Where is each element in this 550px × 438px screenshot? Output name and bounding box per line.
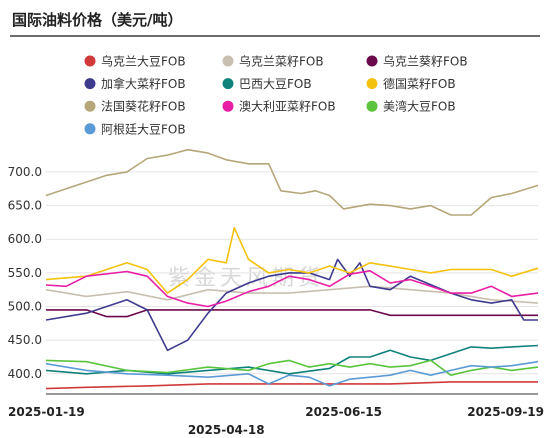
series-line — [45, 269, 539, 308]
legend-label: 阿根廷大豆FOB — [101, 122, 186, 136]
legend-label: 乌克兰菜籽FOB — [239, 54, 324, 69]
legend-item[interactable]: 巴西大豆FOB — [222, 77, 312, 91]
legend-item[interactable]: 法国葵花籽FOB — [84, 99, 186, 114]
y-axis: 400.0 450.0 500.0 550.0 600.0 650.0 700.0 — [8, 165, 42, 381]
legend-label: 加拿大菜籽FOB — [101, 76, 186, 91]
legend-item[interactable]: 加拿大菜籽FOB — [84, 76, 186, 91]
series-line — [45, 148, 539, 216]
y-tick-label: 600.0 — [8, 232, 42, 246]
legend-item[interactable]: 美湾大豆FOB — [366, 99, 456, 114]
legend-item[interactable]: 乌克兰大豆FOB — [84, 54, 186, 69]
legend-label: 乌克兰葵籽FOB — [383, 54, 468, 69]
y-tick-label: 550.0 — [8, 266, 42, 280]
legend-label: 法国葵花籽FOB — [101, 99, 186, 114]
legend-label: 美湾大豆FOB — [383, 99, 456, 114]
legend: 乌克兰大豆FOB 乌克兰菜籽FOB 乌克兰葵籽FOB 加拿大菜籽FOB 巴西大豆FOB 德… — [84, 54, 468, 136]
series-line — [45, 381, 538, 390]
legend-marker — [84, 55, 96, 67]
x-axis: 2025-01-19 2025-04-18 2025-06-15 2025-09-19 — [8, 405, 544, 437]
legend-marker — [84, 123, 96, 135]
y-tick-label: 650.0 — [8, 199, 42, 213]
legend-marker — [222, 100, 234, 112]
x-tick-label: 2025-01-19 — [8, 405, 85, 419]
legend-label: 乌克兰大豆FOB — [101, 54, 186, 69]
y-tick-label: 700.0 — [8, 165, 42, 179]
series-line — [45, 227, 539, 294]
series-line — [46, 309, 538, 318]
x-tick-label: 2025-04-18 — [188, 423, 265, 437]
series-line — [45, 344, 539, 375]
legend-item[interactable]: 澳大利亚菜籽FOB — [222, 100, 336, 114]
legend-label: 巴西大豆FOB — [239, 77, 312, 91]
y-tick-label: 400.0 — [8, 367, 42, 381]
x-tick-label: 2025-09-19 — [467, 405, 544, 419]
legend-marker — [84, 100, 96, 112]
legend-label: 德国菜籽FOB — [383, 76, 456, 91]
legend-item[interactable]: 乌克兰葵籽FOB — [366, 54, 468, 69]
series-line — [45, 360, 539, 387]
legend-item[interactable]: 乌克兰菜籽FOB — [222, 54, 324, 69]
legend-marker — [222, 78, 234, 90]
x-tick-label: 2025-06-15 — [305, 405, 382, 419]
y-tick-label: 450.0 — [8, 333, 42, 347]
legend-marker — [366, 100, 378, 112]
legend-marker — [84, 78, 96, 90]
legend-item[interactable]: 阿根廷大豆FOB — [84, 122, 186, 136]
chart-title: 国际油料价格（美元/吨） — [12, 11, 182, 29]
series-line — [45, 258, 538, 352]
series-lines — [45, 148, 539, 390]
legend-marker — [366, 78, 378, 90]
legend-marker — [366, 55, 378, 67]
legend-marker — [222, 55, 234, 67]
legend-item[interactable]: 德国菜籽FOB — [366, 76, 456, 91]
series-line — [45, 359, 539, 377]
y-tick-label: 500.0 — [8, 300, 42, 314]
legend-label: 澳大利亚菜籽FOB — [239, 100, 336, 114]
